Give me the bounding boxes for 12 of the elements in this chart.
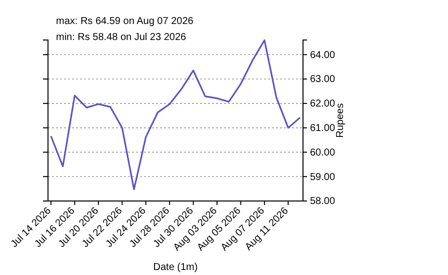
y-tick-label: 58.00 (310, 196, 336, 208)
x-axis-title: Date (1m) (153, 262, 198, 273)
chart-subtitle: min: Rs 58.48 on Jul 23 2026 (56, 32, 187, 43)
y-tick-label: 63.00 (310, 74, 336, 86)
y-axis-title: Rupees (335, 103, 346, 138)
y-tick-label: 59.00 (310, 172, 336, 183)
y-tick-label: 60.00 (310, 147, 336, 158)
y-tick-label: 61.00 (310, 123, 336, 134)
y-tick-label: 62.00 (310, 98, 336, 110)
y-tick-label: 64.00 (310, 50, 336, 61)
chart-title: max: Rs 64.59 on Aug 07 2026 (56, 16, 194, 27)
line-series (50, 39, 301, 190)
